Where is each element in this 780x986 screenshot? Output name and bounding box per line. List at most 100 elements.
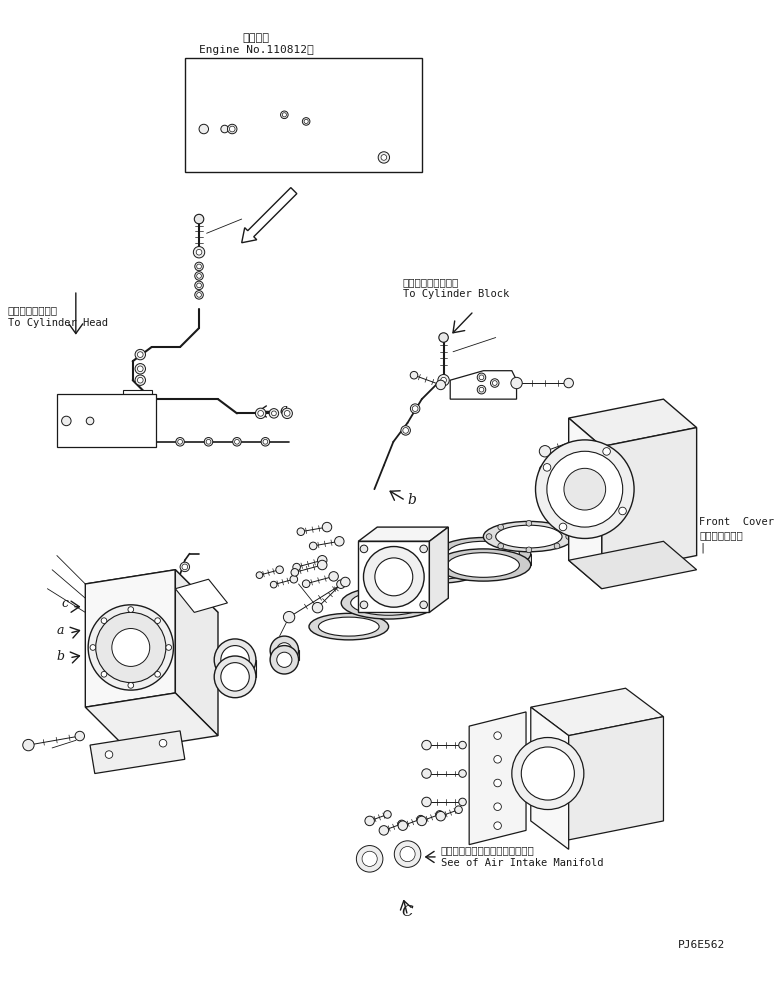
Circle shape	[459, 741, 466, 749]
Circle shape	[436, 381, 445, 390]
Circle shape	[543, 464, 551, 471]
Circle shape	[413, 406, 418, 412]
Circle shape	[75, 732, 84, 741]
Circle shape	[154, 618, 161, 624]
Circle shape	[360, 545, 367, 553]
Ellipse shape	[401, 557, 480, 584]
Ellipse shape	[215, 657, 256, 698]
Ellipse shape	[88, 605, 173, 690]
Circle shape	[539, 446, 551, 458]
Circle shape	[441, 378, 446, 384]
Circle shape	[384, 810, 392, 818]
Circle shape	[317, 556, 327, 565]
Circle shape	[304, 120, 308, 124]
Circle shape	[137, 352, 143, 358]
Ellipse shape	[564, 469, 605, 511]
Circle shape	[128, 683, 133, 688]
Circle shape	[356, 846, 383, 873]
Text: See of Air Intake Manifold: See of Air Intake Manifold	[441, 857, 603, 867]
Circle shape	[494, 803, 502, 810]
Circle shape	[410, 372, 418, 380]
Circle shape	[436, 811, 445, 821]
Circle shape	[195, 272, 204, 281]
Circle shape	[176, 438, 184, 447]
Circle shape	[291, 569, 299, 577]
Circle shape	[204, 438, 213, 447]
Ellipse shape	[221, 646, 250, 674]
Circle shape	[394, 841, 421, 868]
Ellipse shape	[277, 643, 292, 659]
Ellipse shape	[112, 629, 150, 667]
Ellipse shape	[448, 541, 519, 566]
Circle shape	[486, 534, 492, 540]
Circle shape	[554, 543, 560, 549]
Circle shape	[335, 537, 344, 546]
Circle shape	[541, 485, 550, 494]
Circle shape	[455, 807, 463, 813]
Text: PJ6E562: PJ6E562	[678, 939, 725, 949]
Ellipse shape	[351, 591, 427, 615]
Circle shape	[105, 751, 113, 758]
Circle shape	[135, 376, 146, 386]
FancyArrow shape	[242, 188, 297, 244]
Circle shape	[197, 284, 201, 289]
Circle shape	[498, 525, 504, 530]
Circle shape	[422, 769, 431, 779]
Circle shape	[585, 450, 594, 459]
Circle shape	[603, 449, 611, 456]
Ellipse shape	[436, 549, 530, 582]
Polygon shape	[530, 688, 664, 736]
Text: c: c	[62, 597, 69, 609]
Circle shape	[420, 601, 427, 609]
Circle shape	[303, 581, 310, 588]
Circle shape	[401, 426, 410, 436]
Circle shape	[526, 547, 532, 553]
Circle shape	[398, 820, 406, 828]
Circle shape	[511, 378, 523, 389]
Ellipse shape	[496, 526, 562, 548]
Circle shape	[193, 247, 204, 258]
Circle shape	[255, 409, 266, 419]
Text: エアーインテークマニホルド参照: エアーインテークマニホルド参照	[441, 844, 534, 855]
Circle shape	[101, 671, 107, 677]
Ellipse shape	[309, 613, 388, 640]
Circle shape	[128, 607, 133, 612]
Circle shape	[229, 127, 235, 133]
Text: a: a	[279, 402, 288, 416]
Circle shape	[281, 111, 288, 119]
Circle shape	[232, 438, 241, 447]
Text: C: C	[402, 904, 413, 918]
Circle shape	[303, 118, 310, 126]
Circle shape	[178, 440, 183, 445]
Circle shape	[269, 409, 278, 419]
Circle shape	[186, 589, 197, 599]
Ellipse shape	[484, 522, 574, 552]
Ellipse shape	[277, 653, 292, 668]
Text: 適用号機: 適用号機	[243, 34, 269, 43]
Circle shape	[494, 732, 502, 740]
Circle shape	[121, 440, 126, 445]
Polygon shape	[469, 712, 526, 845]
Circle shape	[221, 126, 229, 134]
Circle shape	[137, 367, 143, 373]
Bar	[57, 395, 156, 447]
Circle shape	[23, 740, 34, 751]
Circle shape	[566, 534, 572, 540]
Circle shape	[297, 528, 305, 536]
Polygon shape	[436, 554, 530, 565]
Bar	[185, 59, 422, 173]
Circle shape	[539, 465, 551, 476]
Circle shape	[90, 645, 96, 651]
Polygon shape	[602, 428, 697, 575]
Circle shape	[197, 293, 201, 298]
Text: b: b	[408, 492, 417, 506]
Circle shape	[263, 440, 268, 445]
Circle shape	[317, 561, 327, 570]
Circle shape	[137, 378, 143, 384]
Circle shape	[436, 810, 443, 818]
Circle shape	[119, 438, 127, 447]
Circle shape	[276, 566, 283, 574]
Circle shape	[197, 250, 202, 255]
Circle shape	[135, 350, 146, 361]
Polygon shape	[358, 528, 448, 541]
